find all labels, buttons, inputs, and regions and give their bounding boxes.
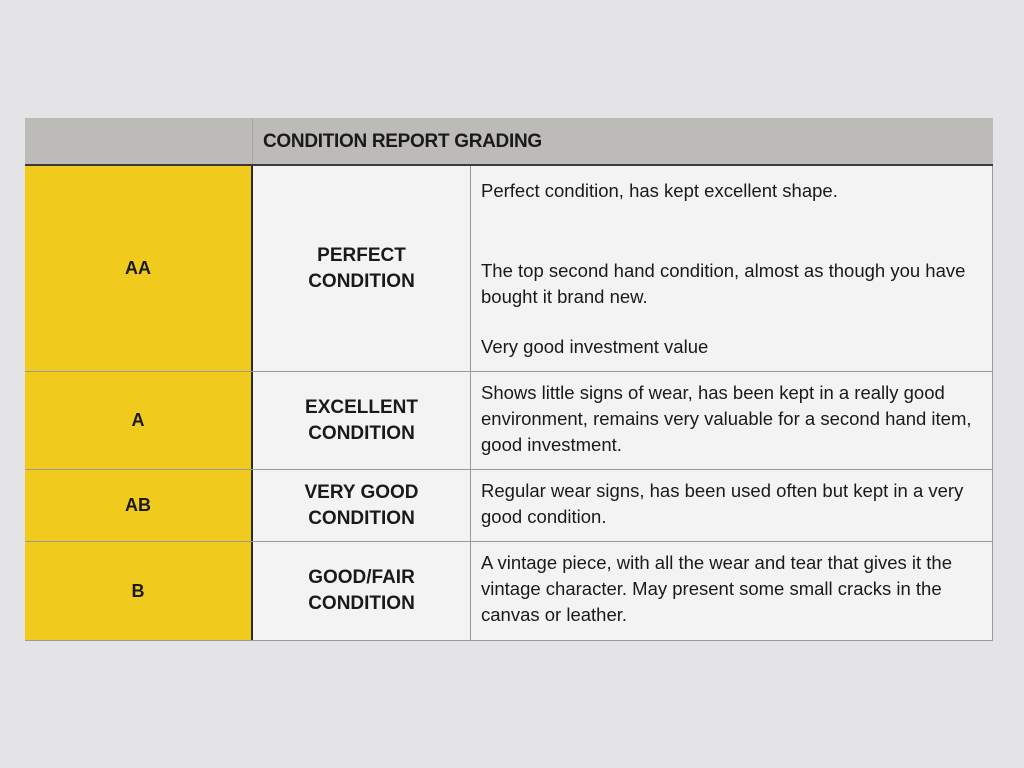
- table-row: B GOOD/FAIR CONDITION A vintage piece, wi…: [25, 542, 993, 641]
- description-cell: Perfect condition, has kept excellent sh…: [471, 166, 993, 371]
- condition-line: CONDITION: [308, 422, 415, 444]
- condition-cell: GOOD/FAIR CONDITION: [253, 542, 471, 640]
- description-cell: Shows little signs of wear, has been kep…: [471, 372, 993, 469]
- condition-grading-table: CONDITION REPORT GRADING AA PERFECT CONDI…: [25, 118, 993, 641]
- condition-cell: PERFECT CONDITION: [253, 166, 471, 371]
- condition-line: CONDITION: [308, 593, 415, 614]
- description-text: The top second hand condition, almost as…: [481, 260, 966, 307]
- condition-cell: VERY GOOD CONDITION: [253, 470, 471, 541]
- description-cell: A vintage piece, with all the wear and t…: [471, 542, 993, 640]
- header-empty-cell: [25, 118, 253, 164]
- condition-line: VERY GOOD: [304, 481, 419, 503]
- description-text: Very good investment value: [481, 336, 709, 357]
- condition-cell: EXCELLENT CONDITION: [253, 372, 471, 469]
- table-row: A EXCELLENT CONDITION Shows little signs …: [25, 372, 993, 470]
- description-text: A vintage piece, with all the wear and t…: [481, 552, 953, 625]
- description-text: Perfect condition, has kept excellent sh…: [481, 180, 838, 201]
- grade-cell: A: [25, 372, 253, 469]
- condition-line: EXCELLENT: [305, 396, 418, 418]
- condition-line: CONDITION: [308, 507, 415, 529]
- condition-line: GOOD/FAIR: [308, 567, 415, 588]
- table-row: AA PERFECT CONDITION Perfect condition, h…: [25, 166, 993, 372]
- description-cell: Regular wear signs, has been used often …: [471, 470, 993, 541]
- grade-cell: AA: [25, 166, 253, 371]
- table-header: CONDITION REPORT GRADING: [25, 118, 993, 166]
- grade-cell: AB: [25, 470, 253, 541]
- table-title: CONDITION REPORT GRADING: [263, 131, 542, 152]
- condition-line: CONDITION: [308, 270, 415, 292]
- table-row: AB VERY GOOD CONDITION Regular wear signs…: [25, 470, 993, 542]
- description-text: Regular wear signs, has been used often …: [481, 480, 964, 527]
- condition-line: PERFECT: [317, 244, 406, 266]
- grade-cell: B: [25, 542, 253, 640]
- description-text: Shows little signs of wear, has been kep…: [481, 382, 972, 455]
